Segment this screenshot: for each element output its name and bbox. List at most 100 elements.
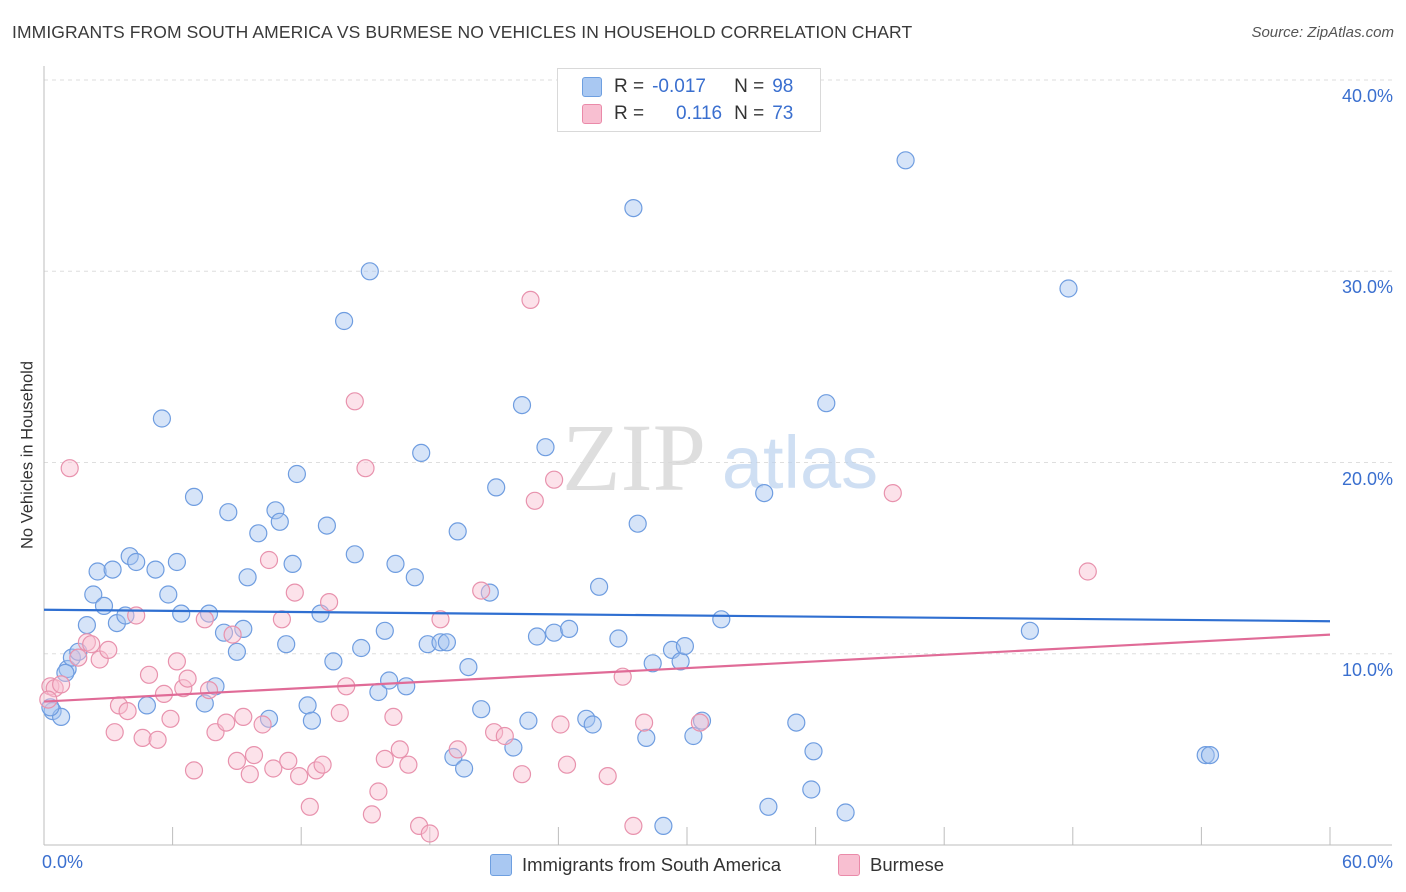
data-point-burmese [1078, 562, 1097, 581]
watermark-atlas: atlas [722, 421, 878, 504]
correlation-legend: R = -0.017 N = 98 R = 0.116 N = 73 [557, 68, 821, 132]
data-point-south-america [88, 562, 107, 581]
data-point-burmese [161, 709, 180, 728]
data-point-south-america [335, 311, 354, 331]
data-point-burmese [199, 680, 219, 700]
data-point-burmese [431, 610, 450, 629]
data-point-south-america [227, 642, 246, 661]
data-point-burmese [320, 592, 339, 612]
data-point-south-america [628, 514, 647, 533]
data-point-burmese [51, 675, 71, 694]
data-point-burmese [356, 459, 375, 478]
data-point-burmese [148, 730, 167, 749]
data-point-burmese [184, 761, 204, 780]
data-point-burmese [244, 745, 264, 765]
bottom-legend-burmese: Burmese [838, 851, 944, 879]
data-point-burmese [362, 805, 381, 824]
data-point-south-america [195, 694, 214, 713]
data-point-south-america [397, 677, 416, 696]
data-point-south-america [270, 512, 289, 531]
data-point-burmese [399, 755, 418, 774]
data-point-south-america [1196, 745, 1215, 765]
y-tick-label: 40.0% [1341, 86, 1393, 106]
data-point-south-america [759, 797, 778, 816]
data-point-south-america [472, 700, 491, 719]
data-point-south-america [266, 501, 285, 520]
legend-row-burmese: R = 0.116 N = 73 [582, 101, 793, 127]
x-tick-label-max: 60.0% [1341, 852, 1393, 872]
legend-n-value: 73 [772, 103, 794, 124]
data-point-burmese [253, 715, 272, 734]
y-tick-label: 30.0% [1341, 277, 1393, 298]
data-point-burmese [384, 707, 403, 727]
data-point-south-america [527, 627, 547, 646]
data-point-burmese [99, 640, 118, 660]
data-point-burmese [279, 751, 298, 771]
data-point-burmese [174, 679, 193, 698]
data-point-south-america [448, 522, 467, 541]
data-point-burmese [82, 635, 101, 654]
data-point-south-america [512, 396, 532, 415]
legend-swatch-burmese [582, 104, 602, 124]
data-point-south-america [624, 199, 643, 218]
data-point-burmese [495, 726, 514, 746]
data-point-south-america [455, 759, 474, 778]
data-point-south-america [238, 568, 257, 587]
data-point-burmese [375, 749, 394, 769]
data-point-south-america [298, 696, 317, 715]
data-point-south-america [787, 713, 806, 732]
data-point-south-america [654, 816, 673, 836]
gridlines [44, 79, 1392, 655]
data-point-south-america [317, 516, 336, 535]
data-point-south-america [802, 780, 821, 799]
data-point-south-america [437, 633, 456, 652]
data-point-burmese [521, 290, 540, 309]
data-point-south-america [1059, 279, 1078, 298]
data-point-south-america [519, 711, 538, 730]
data-point-burmese [227, 751, 246, 771]
legend-r-label: R = [614, 103, 645, 124]
data-point-south-america [559, 619, 579, 639]
bottom-legend-south-america: Immigrants from South America [490, 851, 781, 879]
watermark: ZIP atlas [562, 404, 878, 511]
data-point-south-america [412, 443, 431, 462]
data-point-south-america [84, 585, 103, 604]
trend-lines [43, 608, 1331, 703]
data-point-burmese [883, 484, 902, 503]
data-point-burmese [557, 755, 577, 774]
data-point-south-america [152, 409, 171, 428]
legend-row-south-america: R = -0.017 N = 98 [582, 74, 793, 100]
series-immigrants-from-south-america [41, 151, 1220, 836]
data-point-south-america [345, 545, 364, 564]
data-point-burmese [410, 816, 429, 836]
data-point-burmese [690, 713, 710, 732]
data-point-burmese [154, 684, 174, 704]
data-point-south-america [896, 151, 915, 170]
legend-n-label: N = [734, 76, 765, 97]
data-point-south-america [804, 742, 823, 761]
data-point-south-america [1200, 745, 1220, 765]
data-point-burmese [544, 470, 564, 489]
data-point-south-america [324, 652, 343, 671]
data-point-burmese [60, 459, 79, 478]
legend-r-label: R = [614, 76, 645, 97]
trend-line-burmese [43, 633, 1331, 703]
data-point-south-america [249, 524, 268, 543]
data-point-south-america [277, 635, 296, 654]
watermark-zip: ZIP [562, 404, 706, 511]
data-point-burmese [420, 824, 439, 843]
data-point-burmese [240, 765, 259, 784]
data-point-burmese [551, 715, 570, 734]
data-point-south-america [375, 621, 394, 640]
series-burmese [39, 290, 1097, 843]
chart-source: Source: ZipAtlas.com [1251, 24, 1394, 41]
data-point-burmese [512, 765, 532, 784]
data-point-south-america [127, 552, 146, 572]
legend-n-label: N = [734, 103, 765, 124]
legend-r-value: -0.017 [652, 76, 706, 97]
data-point-south-america [589, 577, 609, 596]
data-point-south-america [712, 610, 731, 629]
data-point-south-america [283, 554, 302, 574]
data-point-burmese [330, 703, 349, 723]
